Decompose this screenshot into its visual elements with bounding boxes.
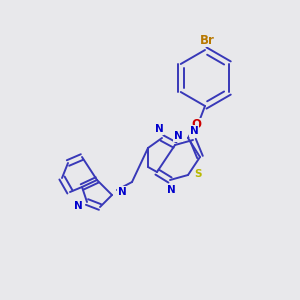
Text: N: N bbox=[74, 201, 82, 211]
Text: S: S bbox=[194, 169, 202, 179]
Text: N: N bbox=[118, 187, 126, 197]
Text: O: O bbox=[191, 118, 201, 131]
Text: N: N bbox=[154, 124, 164, 134]
Text: Br: Br bbox=[200, 34, 214, 46]
Text: N: N bbox=[167, 185, 176, 195]
Text: N: N bbox=[174, 131, 182, 141]
Text: N: N bbox=[190, 126, 198, 136]
